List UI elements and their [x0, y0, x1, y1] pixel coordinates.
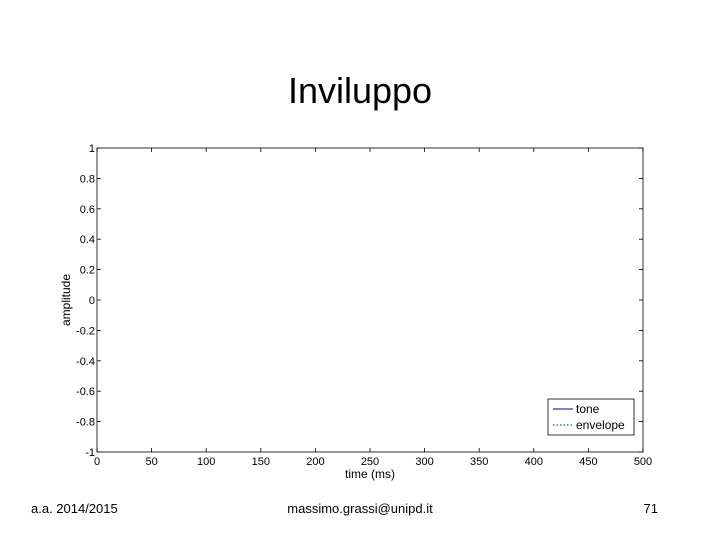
y-tick-label: 0.4 — [80, 234, 95, 246]
y-tick-label: -0.8 — [76, 417, 95, 429]
legend-box — [547, 398, 635, 436]
x-tick-label: 0 — [94, 456, 100, 468]
legend-label-tone: tone — [576, 402, 600, 416]
y-tick-label: 0 — [89, 295, 95, 307]
x-tick-label: 150 — [252, 456, 270, 468]
x-tick-label: 450 — [579, 456, 597, 468]
legend-label-envelope: envelope — [576, 418, 625, 432]
x-tick-label: 350 — [470, 456, 488, 468]
x-tick-label: 250 — [361, 456, 379, 468]
x-tick-label: 500 — [634, 456, 652, 468]
x-tick-label: 100 — [197, 456, 215, 468]
legend: tone envelope — [547, 398, 635, 436]
slide-title: Inviluppo — [287, 70, 433, 111]
y-tick-label: 0.2 — [80, 265, 95, 277]
y-tick-label: -0.4 — [76, 356, 95, 368]
y-tick-label: 1 — [89, 143, 95, 155]
x-tick-label: 200 — [306, 456, 324, 468]
x-tick-label: 400 — [525, 456, 543, 468]
x-tick-label: 50 — [145, 456, 157, 468]
x-tick-label: 300 — [415, 456, 433, 468]
footer-page-number: 71 — [643, 501, 658, 516]
y-tick-label: -0.6 — [76, 386, 95, 398]
y-tick-label: 0.8 — [80, 173, 95, 185]
axes: 0 50 100 150 200 250 300 350 400 450 500 -1 -0.8 -0.6… — [76, 143, 652, 468]
y-axis-label: amplitude — [59, 274, 73, 326]
y-tick-label: -0.2 — [76, 325, 95, 337]
y-tick-label: 0.6 — [80, 204, 95, 216]
x-axis-label: time (ms) — [345, 467, 395, 481]
footer-course-year: a.a. 2014/2015 — [31, 501, 118, 516]
y-tick-label: -1 — [85, 447, 95, 459]
footer-email: massimo.grassi@unipd.it — [287, 501, 433, 516]
